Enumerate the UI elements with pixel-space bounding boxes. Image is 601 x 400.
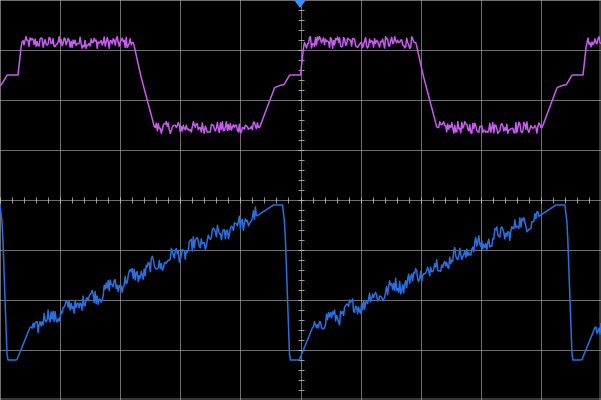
series-line-2 (0, 204, 601, 361)
trigger-position-marker[interactable] (294, 0, 306, 8)
series-line-1 (0, 35, 601, 135)
traces (0, 35, 601, 361)
